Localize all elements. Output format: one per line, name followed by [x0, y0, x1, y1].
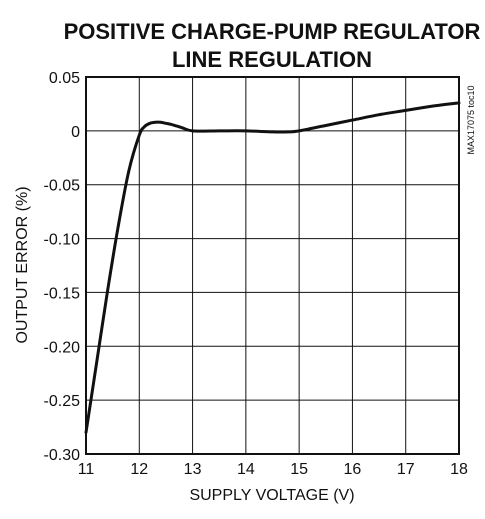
- figure-code: MAX17075 toc10: [466, 85, 476, 154]
- x-tick-label: 13: [184, 461, 202, 478]
- y-tick-label: -0.15: [44, 285, 81, 302]
- x-tick-label: 18: [450, 461, 468, 478]
- y-tick-labels: 0.05 0 -0.05 -0.10 -0.15 -0.20 -0.25 -0.30: [44, 70, 81, 464]
- x-tick-label: 11: [78, 461, 95, 478]
- x-tick-label: 12: [130, 461, 148, 478]
- x-axis-label: SUPPLY VOLTAGE (V): [189, 487, 354, 504]
- chart-title-line-1: POSITIVE CHARGE-PUMP REGULATOR: [64, 19, 481, 44]
- y-tick-label: -0.25: [44, 393, 81, 410]
- series-line: [84, 101, 461, 434]
- y-tick-label: -0.20: [44, 339, 81, 356]
- y-tick-label: 0: [71, 124, 80, 141]
- chart-title-line-2: LINE REGULATION: [172, 47, 372, 72]
- plot-frame: [85, 76, 460, 455]
- y-tick-label: -0.30: [44, 447, 81, 464]
- grid: [86, 77, 459, 454]
- x-tick-label: 15: [290, 461, 308, 478]
- x-tick-label: 17: [397, 461, 415, 478]
- x-tick-label: 16: [344, 461, 362, 478]
- y-axis-label: OUTPUT ERROR (%): [14, 186, 31, 343]
- x-tick-label: 14: [237, 461, 255, 478]
- y-tick-label: 0.05: [49, 70, 80, 87]
- x-tick-labels: 11 12 13 14 15 16 17 18: [78, 461, 468, 478]
- y-tick-label: -0.10: [44, 232, 81, 249]
- y-tick-label: -0.05: [44, 178, 81, 195]
